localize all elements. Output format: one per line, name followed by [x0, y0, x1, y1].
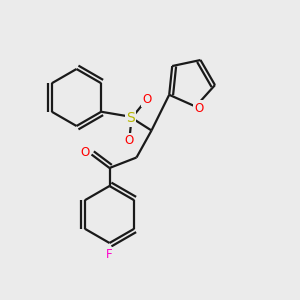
Text: O: O [142, 92, 152, 106]
Text: O: O [80, 146, 89, 159]
Text: O: O [195, 102, 204, 115]
Text: F: F [106, 248, 113, 261]
Text: S: S [126, 112, 135, 125]
Text: O: O [124, 134, 134, 148]
